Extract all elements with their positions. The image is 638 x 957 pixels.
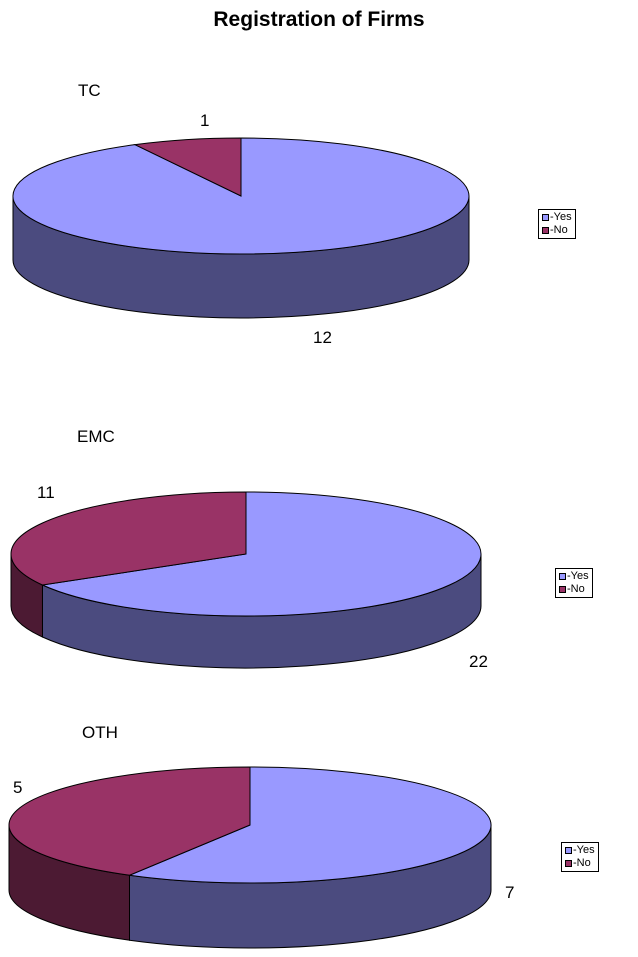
pie-slice-yes [40,491,482,617]
pie-title: EMC [77,427,115,446]
legend-swatch-yes [542,214,549,221]
pie-emc: EMC 22 11 [10,427,488,671]
legend-item-yes: -Yes [542,211,572,224]
legend-label-no: -No [550,224,568,236]
legend-emc: -Yes -No [555,568,593,598]
legend-oth: -Yes -No [561,842,599,872]
chart-title: Registration of Firms [213,8,425,31]
pie-slice-no [10,491,247,586]
data-label-no: 11 [37,483,55,502]
pie-oth: OTH 7 5 [8,723,514,949]
pie-title: OTH [82,723,118,742]
legend-label-no: -No [567,583,585,595]
legend-swatch-no [542,227,549,234]
legend-item-yes: -Yes [565,844,595,857]
legend-swatch-yes [559,573,566,580]
pie-title: TC [78,81,101,100]
pie-slice-no [133,137,242,197]
pie-tc: TC 12 1 [12,81,470,347]
pie-slice-no [8,766,251,876]
data-label-yes: 7 [505,883,514,902]
legend-swatch-no [559,586,566,593]
pie-sides [8,824,492,949]
legend-item-no: -No [559,583,589,596]
data-label-yes: 22 [469,652,488,671]
legend-item-yes: -Yes [559,570,589,583]
pie-sides [10,553,482,669]
legend-label-yes: -Yes [573,844,595,856]
legend-item-no: -No [565,857,595,870]
data-label-no: 5 [13,778,22,797]
data-label-no: 1 [200,111,209,130]
legend-tc: -Yes -No [538,209,576,239]
legend-label-yes: -Yes [550,211,572,223]
data-label-yes: 12 [313,328,332,347]
pie-slice-yes [127,766,492,884]
legend-swatch-yes [565,847,572,854]
legend-item-no: -No [542,224,572,237]
legend-label-yes: -Yes [567,570,589,582]
legend-label-no: -No [573,857,591,869]
legend-swatch-no [565,860,572,867]
